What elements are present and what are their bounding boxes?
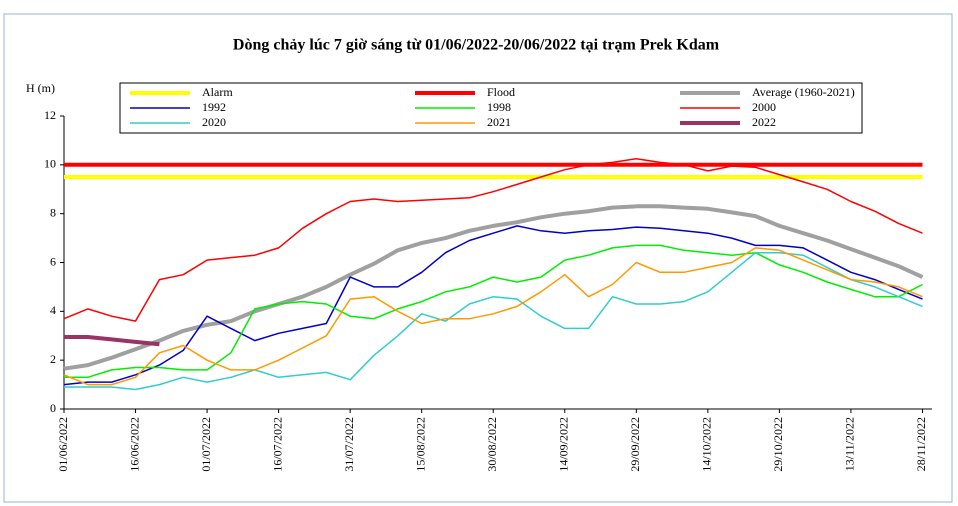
x-tick-label: 30/08/2022	[485, 417, 499, 472]
legend-label: 2021	[487, 115, 511, 129]
y-tick-label: 6	[50, 254, 56, 268]
x-tick-label: 14/10/2022	[700, 417, 714, 472]
x-tick-label: 31/07/2022	[342, 417, 356, 472]
y-tick-label: 4	[50, 303, 56, 317]
y-tick-label: 10	[44, 157, 56, 171]
chart-title: Dòng chảy lúc 7 giờ sáng từ 01/06/2022-2…	[233, 37, 720, 54]
x-tick-label: 15/08/2022	[413, 417, 427, 472]
legend-label: Flood	[487, 85, 515, 99]
legend-label: 2000	[752, 100, 776, 114]
series-line	[64, 335, 160, 347]
x-tick-label: 29/09/2022	[628, 417, 642, 472]
legend-label: Average (1960-2021)	[752, 85, 855, 99]
x-tick-label: 01/06/2022	[56, 417, 70, 472]
series-line	[63, 204, 924, 371]
x-tick-label: 28/11/2022	[914, 417, 928, 471]
series-line	[64, 244, 923, 379]
x-tick-label: 29/10/2022	[771, 417, 785, 472]
series-line	[64, 251, 923, 391]
legend-label: 2020	[202, 115, 226, 129]
series-line	[63, 225, 923, 386]
x-tick-label: 01/07/2022	[199, 417, 213, 472]
x-tick-label: 14/09/2022	[557, 417, 571, 472]
legend-label: 2022	[752, 115, 776, 129]
frame	[3, 13, 953, 503]
y-tick-label: 8	[50, 205, 56, 219]
x-tick-label: 16/07/2022	[270, 417, 284, 472]
x-tick-label: 16/06/2022	[127, 417, 141, 472]
y-tick-label: 12	[44, 108, 56, 122]
x-tick-label: 13/11/2022	[843, 417, 857, 471]
legend-label: Alarm	[202, 85, 233, 99]
series-line	[63, 157, 923, 322]
y-tick-label: 2	[50, 352, 56, 366]
legend-label: 1998	[487, 100, 511, 114]
y-axis-label: H (m)	[26, 81, 55, 95]
series-line	[63, 247, 923, 386]
y-tick-label: 0	[50, 401, 56, 415]
legend-label: 1992	[202, 100, 226, 114]
